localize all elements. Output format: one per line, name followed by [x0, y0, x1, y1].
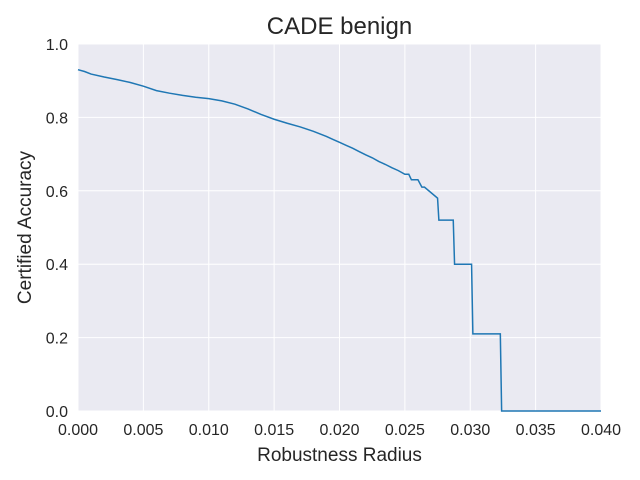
certified-accuracy-line [77, 68, 601, 412]
y-tick-labels: 0.0 0.2 0.4 0.6 0.8 1.0 [46, 37, 68, 421]
x-tick-label: 0.005 [123, 422, 163, 439]
x-tick-label: 0.040 [581, 422, 621, 439]
x-tick-label: 0.000 [58, 422, 98, 439]
x-axis-label: Robustness Radius [257, 445, 422, 466]
y-tick-label: 0.8 [46, 110, 68, 127]
y-tick-label: 0.0 [46, 404, 68, 421]
y-axis-label: Certified Accuracy [15, 150, 36, 304]
y-tick-label: 1.0 [46, 37, 68, 54]
x-tick-label: 0.010 [189, 422, 229, 439]
x-tick-labels: 0.000 0.005 0.010 0.015 0.020 0.025 0.030 0.035… [58, 422, 621, 439]
chart-title: CADE benign [267, 13, 412, 40]
y-tick-label: 0.6 [46, 184, 68, 201]
x-tick-label: 0.015 [254, 422, 294, 439]
x-tick-label: 0.020 [319, 422, 359, 439]
y-tick-label: 0.2 [46, 331, 68, 348]
x-tick-label: 0.030 [450, 422, 490, 439]
x-tick-label: 0.025 [385, 422, 425, 439]
x-tick-label: 0.035 [516, 422, 556, 439]
y-tick-label: 0.4 [46, 257, 68, 274]
